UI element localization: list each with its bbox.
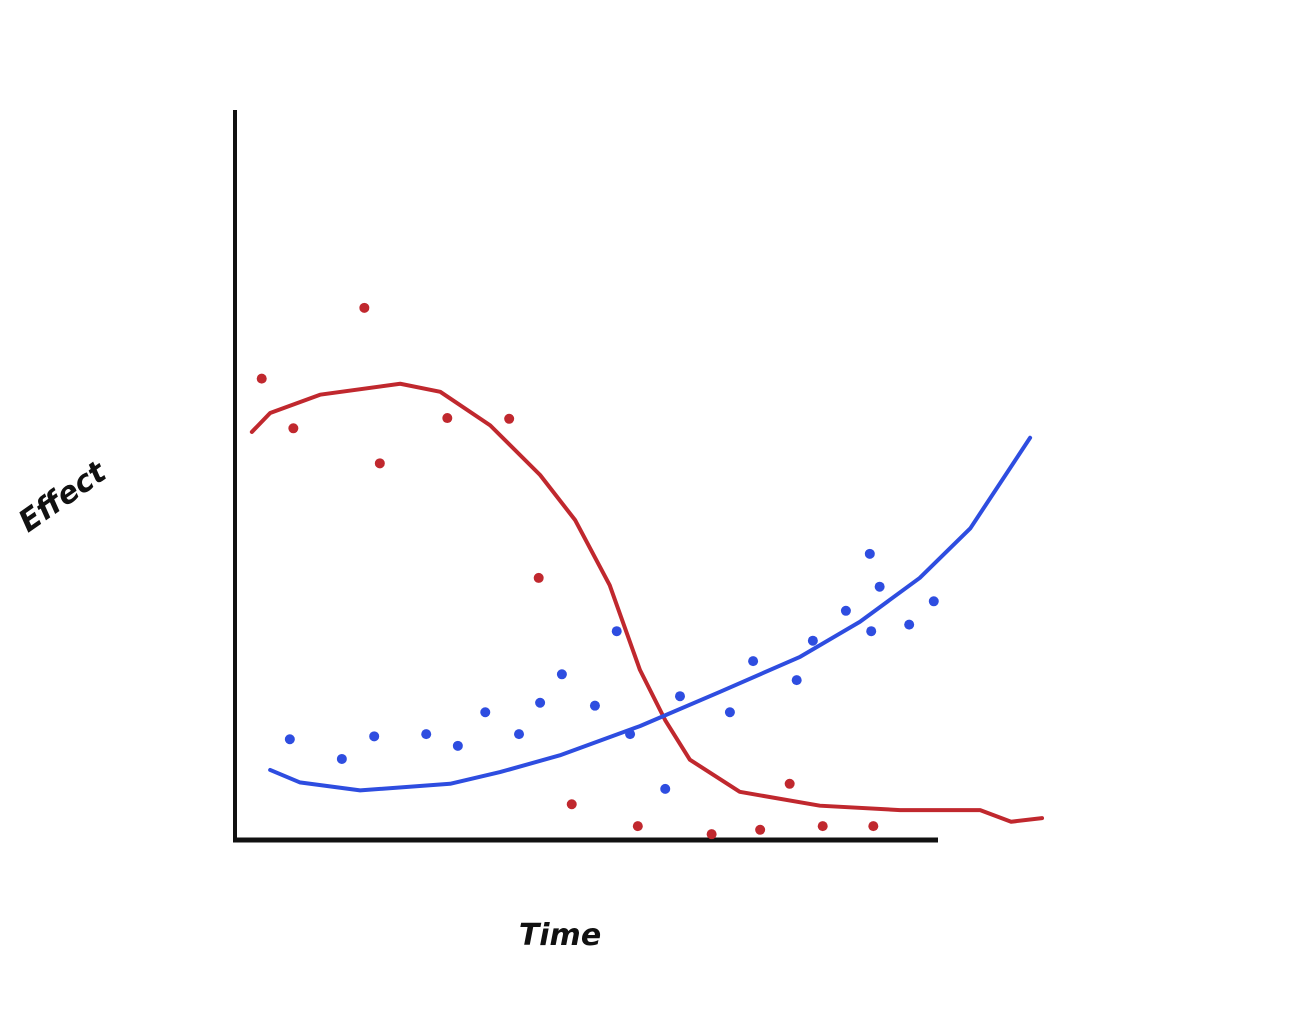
data-point: [807, 635, 818, 646]
data-point: [256, 373, 267, 384]
data-point: [755, 824, 766, 835]
data-point: [748, 656, 759, 667]
data-point: [674, 691, 685, 702]
x-axis-label: Time: [519, 918, 601, 953]
data-point: [928, 596, 939, 607]
data-point: [480, 707, 491, 718]
data-point: [724, 707, 735, 718]
data-point: [868, 821, 879, 832]
data-point: [504, 413, 515, 424]
data-point: [288, 423, 299, 434]
data-point: [556, 669, 567, 680]
data-point: [514, 729, 525, 740]
data-point: [817, 821, 828, 832]
data-point: [840, 605, 851, 616]
data-point: [625, 729, 636, 740]
data-point: [706, 829, 717, 840]
data-point: [535, 697, 546, 708]
trend-line: [249, 381, 1045, 824]
data-point: [866, 626, 877, 637]
data-point: [632, 821, 643, 832]
y-axis-label: Effect: [12, 454, 114, 540]
data-point: [784, 778, 795, 789]
data-point: [660, 783, 671, 794]
data-point: [791, 675, 802, 686]
trend-line: [268, 435, 1033, 793]
data-point: [374, 458, 385, 469]
data-point: [336, 753, 347, 764]
data-point: [589, 700, 600, 711]
data-point: [864, 548, 875, 559]
data-point: [359, 302, 370, 313]
data-point: [452, 740, 463, 751]
data-point: [421, 729, 432, 740]
data-point: [874, 581, 885, 592]
data-point: [442, 413, 453, 424]
data-point: [369, 731, 380, 742]
data-point: [611, 626, 622, 637]
data-point: [904, 619, 915, 630]
data-point: [284, 734, 295, 745]
data-point: [533, 572, 544, 583]
data-point: [566, 799, 577, 810]
